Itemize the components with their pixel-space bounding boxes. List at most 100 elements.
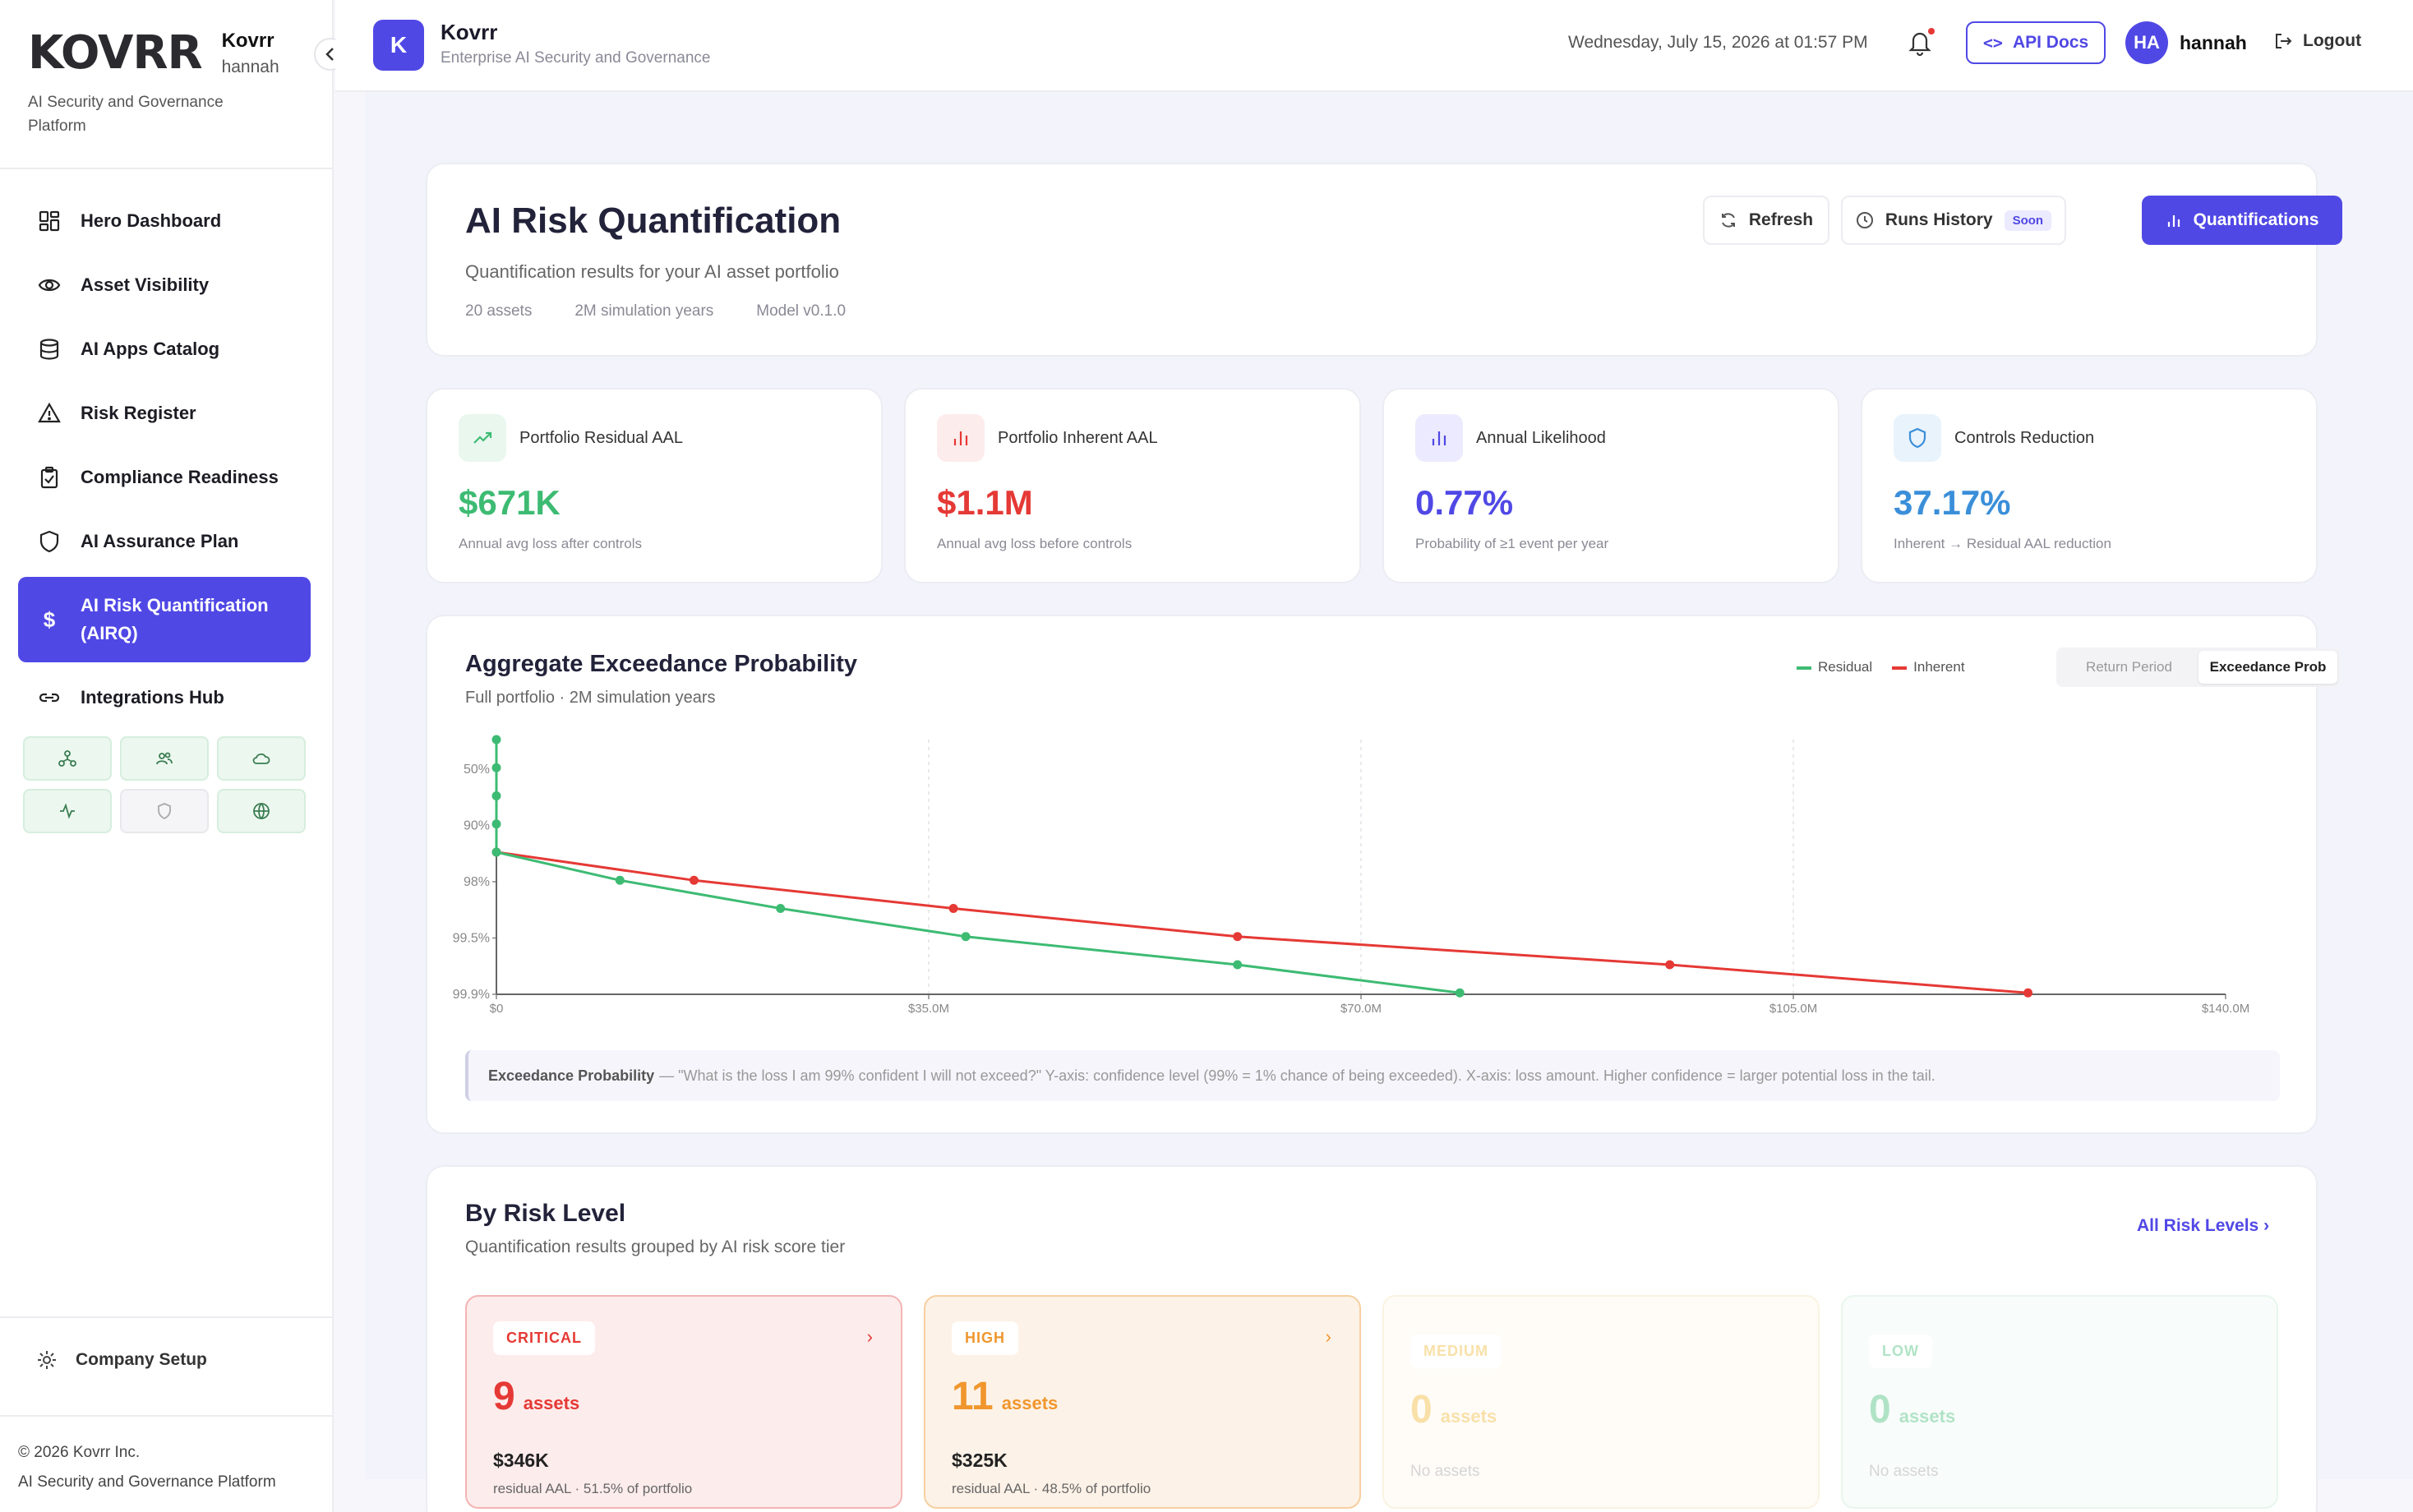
meta-model: Model v0.1.0 <box>756 302 847 320</box>
tab-exceedance-prob[interactable]: Exceedance Prob <box>2198 651 2337 684</box>
tier-card-critical[interactable]: CRITICAL › 9 assets $346K residual AAL · … <box>465 1295 902 1509</box>
integration-cloud[interactable] <box>217 736 306 781</box>
exceedance-chart-card: Aggregate Exceedance Probability Full po… <box>426 615 2341 1134</box>
risk-subtitle: Quantification results grouped by AI ris… <box>465 1238 846 1256</box>
kpi-sub: Annual avg loss after controls <box>459 536 643 551</box>
activity-icon <box>60 803 75 819</box>
risk-level-card: By Risk Level Quantification results gro… <box>426 1165 2318 1512</box>
kovrr-logo[interactable]: KOVRR <box>28 26 203 80</box>
kpi-sub: Annual avg loss before controls <box>937 536 1133 551</box>
brand-user: hannah <box>221 58 279 76</box>
y-tick-label: 99.9% <box>453 988 490 1002</box>
bar-chart-icon <box>1415 414 1463 462</box>
tagline: AI Security and Governance Platform <box>28 94 224 135</box>
integration-users[interactable] <box>120 736 209 781</box>
tier-card-high[interactable]: HIGH › 11 assets $325K residual AAL · 48.… <box>924 1295 1361 1509</box>
refresh-button[interactable]: Refresh <box>1703 196 1829 245</box>
integration-shield[interactable] <box>120 789 209 833</box>
data-point-residual <box>615 875 625 885</box>
data-point-residual <box>1455 988 1465 998</box>
all-risk-levels-link[interactable]: All Risk Levels › <box>2137 1216 2270 1235</box>
data-point-residual <box>491 763 501 772</box>
logout-button[interactable]: Logout <box>2273 31 2361 51</box>
chart-view-toggle: Return Period Exceedance Prob <box>2056 648 2341 687</box>
nav-asset-visibility[interactable]: Asset Visibility <box>18 253 311 317</box>
integration-globe[interactable] <box>217 789 306 833</box>
refresh-icon <box>1719 211 1737 229</box>
meta-assets: 20 assets <box>465 302 533 320</box>
nav-ai-apps-catalog[interactable]: AI Apps Catalog <box>18 317 311 381</box>
kpi-card-inherent: Portfolio Inherent AAL $1.1M Annual avg … <box>904 388 1361 583</box>
clipboard-check-icon <box>38 466 61 489</box>
chevron-right-icon: › <box>866 1326 873 1347</box>
kpi-card-residual: Portfolio Residual AAL $671K Annual avg … <box>426 388 883 583</box>
nav-hero-dashboard[interactable]: Hero Dashboard <box>18 189 311 253</box>
meta-simulation: 2M simulation years <box>574 302 714 320</box>
data-point-residual <box>776 904 786 913</box>
tier-count: 0 assets <box>1869 1388 1956 1431</box>
dashboard-icon <box>38 210 61 233</box>
x-tick-label: $70.0M <box>1340 1002 1382 1016</box>
chart-title: Aggregate Exceedance Probability <box>465 651 858 677</box>
trend-up-icon <box>459 414 506 462</box>
kpi-value: 0.77% <box>1415 483 1514 522</box>
soon-badge: Soon <box>2004 210 2052 231</box>
integration-network[interactable] <box>23 736 112 781</box>
nav-label: Integrations Hub <box>81 687 224 708</box>
tier-badge: MEDIUM <box>1410 1335 1502 1368</box>
users-icon <box>156 752 173 765</box>
kpi-label: Annual Likelihood <box>1476 429 1606 447</box>
data-point-residual <box>961 932 971 942</box>
notifications-button[interactable] <box>1907 28 1936 61</box>
nav-risk-register[interactable]: Risk Register <box>18 381 311 445</box>
tier-card-medium: MEDIUM 0 assets No assets <box>1382 1295 1820 1509</box>
gear-icon <box>36 1349 58 1371</box>
notification-dot <box>1928 28 1935 35</box>
kpi-card-controls: Controls Reduction 37.17% Inherent → Res… <box>1861 388 2318 583</box>
nav-label: AI Risk Quantification (AIRQ) <box>81 595 269 643</box>
clock-icon <box>1856 211 1874 229</box>
shield-icon <box>1894 414 1941 462</box>
nav-ai-risk-quantification[interactable]: $ AI Risk Quantification (AIRQ) <box>18 577 311 662</box>
x-tick-label: $35.0M <box>908 1002 949 1016</box>
risk-title: By Risk Level <box>465 1200 626 1227</box>
chart-legend: Residual Inherent <box>1797 659 1965 675</box>
username[interactable]: hannah <box>2180 32 2247 53</box>
warning-icon <box>38 402 61 425</box>
quantifications-label: Quantifications <box>2193 210 2319 229</box>
kpi-sub: Probability of ≥1 event per year <box>1415 536 1609 551</box>
nav-ai-assurance-plan[interactable]: AI Assurance Plan <box>18 509 311 574</box>
y-tick-label: 98% <box>464 875 490 889</box>
data-point-residual <box>491 735 501 744</box>
y-tick-label: 50% <box>464 763 490 777</box>
data-point-residual <box>491 819 501 829</box>
app-title: Kovrr <box>441 20 498 44</box>
nav-compliance-readiness[interactable]: Compliance Readiness <box>18 445 311 509</box>
globe-icon <box>253 803 270 820</box>
tier-card-low: LOW 0 assets No assets <box>1841 1295 2278 1509</box>
cloud-icon <box>252 753 270 764</box>
runs-history-button[interactable]: Runs History Soon <box>1841 196 2066 245</box>
data-point-inherent <box>1665 960 1675 970</box>
shield-icon <box>158 803 171 820</box>
integration-activity[interactable] <box>23 789 112 833</box>
integrations-grid <box>23 736 306 833</box>
network-icon <box>58 750 76 767</box>
nav-integrations-hub[interactable]: Integrations Hub <box>18 666 311 730</box>
page-title: AI Risk Quantification <box>465 201 842 241</box>
data-point-residual <box>1233 960 1243 970</box>
api-docs-button[interactable]: <> API Docs <box>1966 21 2106 64</box>
avatar[interactable]: HA <box>2125 21 2168 64</box>
refresh-label: Refresh <box>1748 210 1814 229</box>
tab-return-period[interactable]: Return Period <box>2086 659 2172 675</box>
brand: KOVRR Kovrr hannah <box>28 28 279 79</box>
topbar: K Kovrr Enterprise AI Security and Gover… <box>335 0 2413 92</box>
setup-label: Company Setup <box>76 1350 207 1369</box>
data-point-inherent <box>1233 932 1243 942</box>
legend-residual: Residual <box>1797 659 1872 675</box>
quantifications-button[interactable]: Quantifications <box>2142 196 2342 245</box>
company-setup-link[interactable]: Company Setup <box>36 1349 207 1371</box>
tier-badge: HIGH <box>952 1321 1018 1355</box>
kpi-sub: Inherent → Residual AAL reduction <box>1894 536 2111 551</box>
shield-icon <box>38 530 61 553</box>
